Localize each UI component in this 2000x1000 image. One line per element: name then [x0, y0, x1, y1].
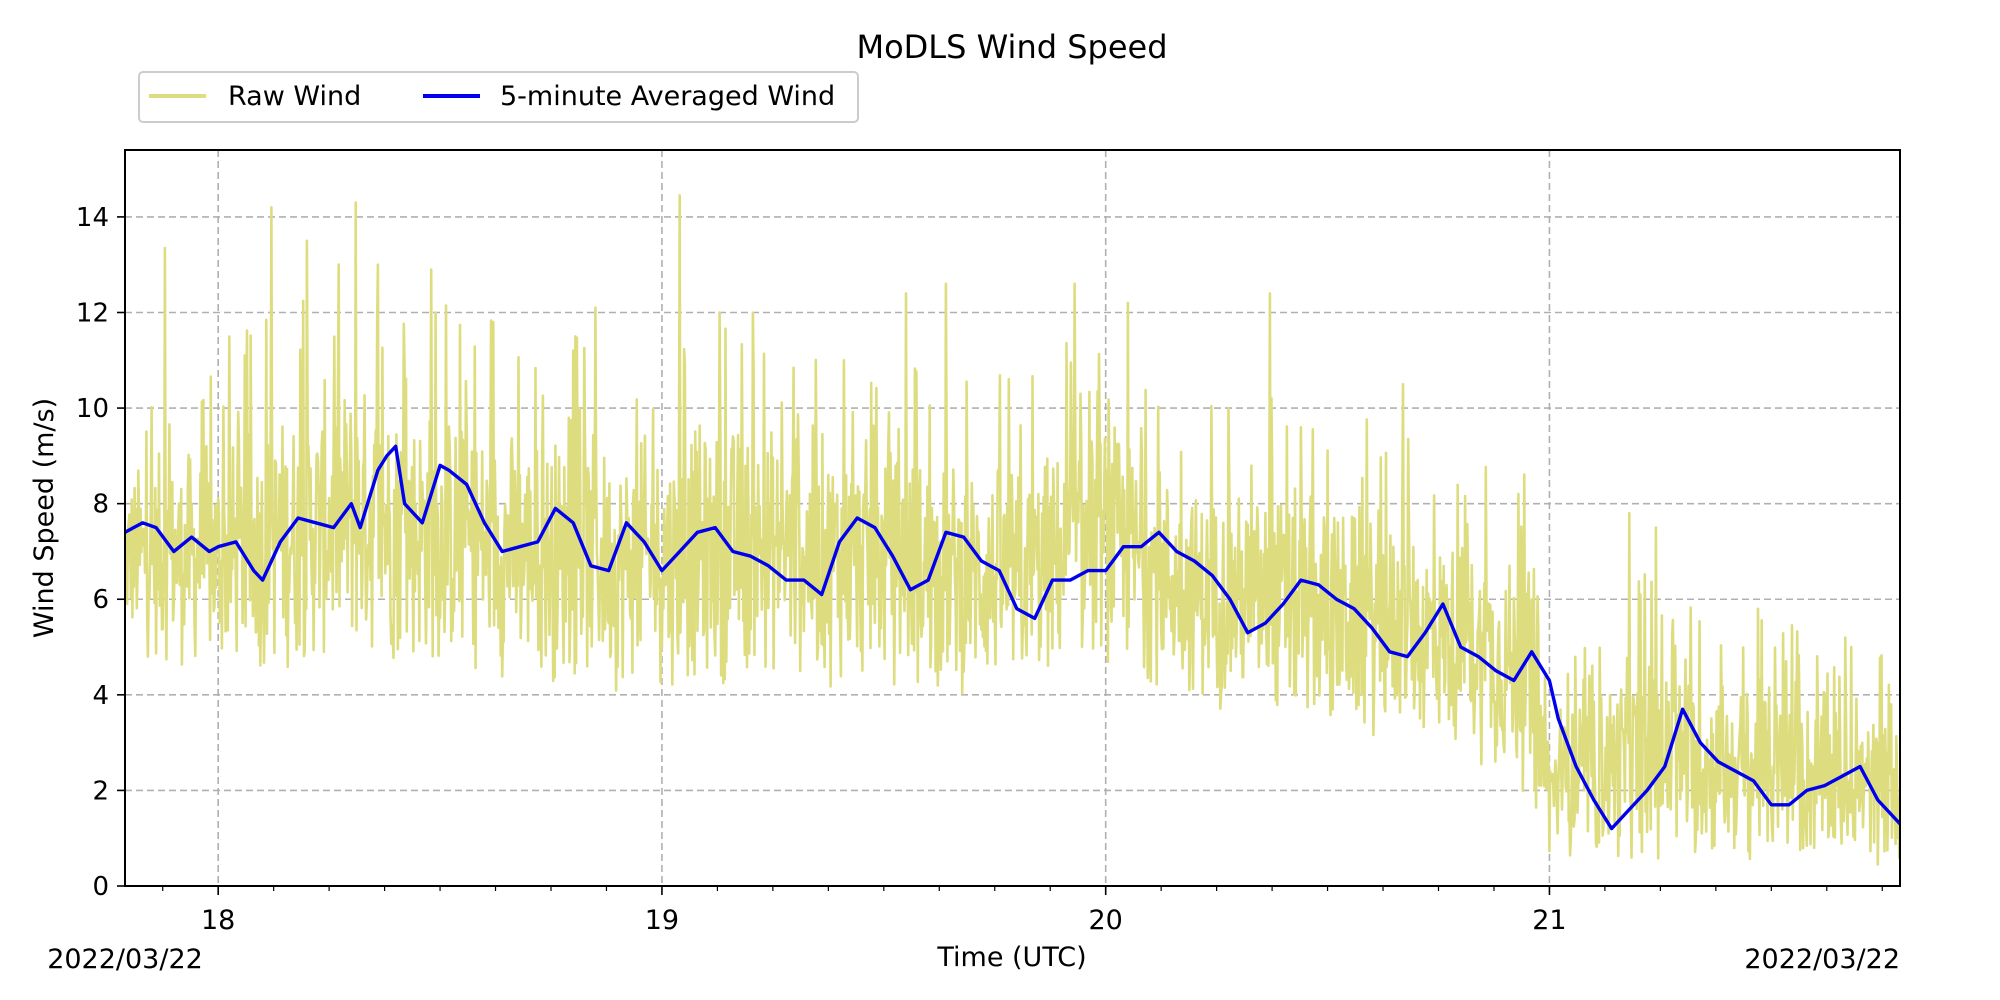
y-tick-label: 8 — [92, 490, 109, 520]
y-tick-label: 6 — [92, 585, 109, 615]
averaged-wind-line — [125, 444, 1900, 831]
raw-wind-series — [125, 194, 1900, 866]
date-label-left: 2022/03/22 — [47, 944, 203, 975]
raw-wind-line — [125, 194, 1900, 866]
y-axis-label: Wind Speed (m/s) — [29, 398, 60, 638]
y-tick-label: 2 — [92, 776, 109, 806]
averaged-wind-series — [125, 444, 1900, 831]
y-tick-label: 4 — [92, 681, 109, 711]
y-tick-label: 14 — [76, 203, 109, 233]
y-tick-label: 12 — [76, 298, 109, 328]
chart-title: MoDLS Wind Speed — [856, 28, 1167, 66]
x-tick-label: 19 — [645, 905, 679, 936]
legend-frame — [138, 71, 859, 123]
y-tick-label: 0 — [92, 872, 109, 902]
x-tick-label: 18 — [201, 905, 235, 936]
legend: Raw Wind 5-minute Averaged Wind — [138, 71, 859, 123]
legend-avg-label: 5-minute Averaged Wind — [500, 81, 835, 112]
axis-ticks: 0 2 4 6 8 10 12 14 18 19 20 21 — [76, 203, 1883, 936]
x-tick-label: 21 — [1532, 905, 1566, 936]
x-axis-label: Time (UTC) — [936, 942, 1086, 973]
plot-frame — [124, 149, 1901, 887]
date-label-right: 2022/03/22 — [1744, 944, 1900, 975]
y-tick-label: 10 — [76, 394, 109, 424]
legend-raw-label: Raw Wind — [228, 81, 361, 112]
x-tick-label: 20 — [1089, 905, 1123, 936]
